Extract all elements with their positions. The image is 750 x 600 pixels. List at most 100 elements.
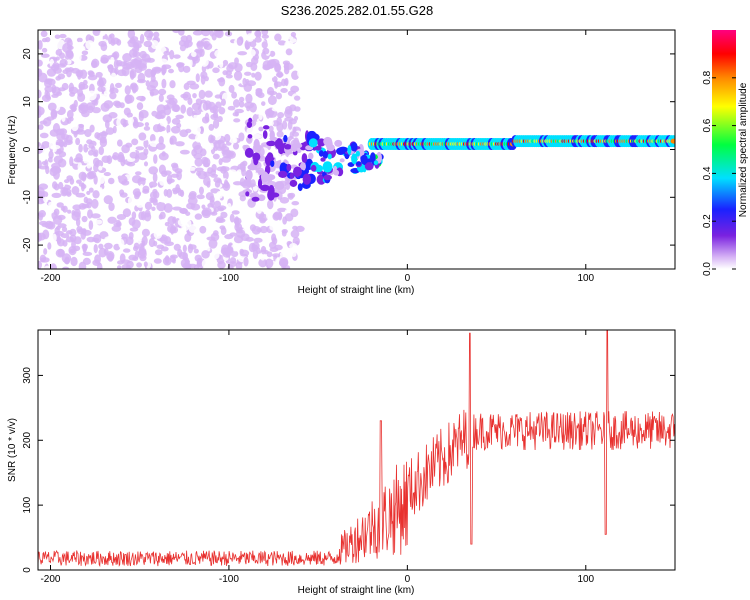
spectrogram-cell [53,67,63,74]
spectrogram-cell [247,164,258,171]
spectrogram-cell [152,124,162,133]
spectrogram-cell [141,235,148,246]
spectrogram-cell [160,126,166,132]
spectrogram-cell [291,201,300,206]
spectrogram-cell [158,152,169,161]
spectrogram-cell [73,157,84,163]
snr-xtick-label: -200 [40,574,60,585]
spectrogram-cell [128,231,134,240]
spectrogram-cell [279,257,289,267]
spectrogram-cell [187,97,193,106]
spectrogram-cell [103,195,113,205]
spectrogram-cell [228,84,235,93]
spectrogram-cell [225,249,231,258]
spectrogram-cell [84,128,92,138]
spectrogram-cell [279,197,290,204]
spectrogram-ytick-label: -20 [22,237,33,252]
spectrogram-cell [52,62,60,69]
spectrogram-cell [98,146,105,156]
spectrogram-cell [201,259,210,269]
spectrogram-cell [68,245,77,256]
spectrogram-cell [232,142,240,150]
spectrogram-cell [38,199,44,205]
spectrogram-cell [206,236,216,241]
spectrogram-cell [211,84,221,90]
snr-ylabel: SNR (10 * v/v) [7,418,18,482]
snr-xtick-label: -100 [219,574,239,585]
spectrogram-cell [76,41,83,52]
spectrogram-cell [133,233,143,240]
colorbar-tick-label: 0.6 [702,118,713,132]
spectrogram-cell [274,33,282,42]
snr-series-line [38,330,675,568]
spectrogram-cell [202,101,209,111]
spectrogram-cell [98,165,103,171]
spectrogram-cell [108,177,115,185]
spectrogram-cell [172,104,181,113]
spectrogram-cell [182,65,191,73]
spectrogram-cell [112,152,119,161]
spectrogram-cell [94,254,101,265]
spectrogram-cell [103,172,111,177]
colorbar-ticks: 0.0 0.2 0.4 0.6 0.8 [702,70,736,276]
spectrogram-cell [57,73,66,80]
spectrogram-cell [168,97,178,106]
spectrogram-cell [137,152,148,161]
spectrogram-cell [62,205,68,213]
spectrogram-cell [287,193,294,200]
spectrogram-cell [163,188,168,197]
spectrogram-cell [193,114,202,120]
spectrogram-cell [369,152,376,164]
spectrogram-cell [191,102,201,111]
spectrogram-cell [122,53,132,63]
spectrogram-cell [104,236,115,242]
spectrogram-cell [81,215,88,223]
spectrogram-cell [308,152,314,160]
spectrogram-cell [270,192,280,198]
spectrogram-cell [148,32,153,39]
spectrogram-cell [252,152,261,162]
spectrogram-cell [75,217,81,227]
spectrogram-cell [195,134,202,143]
spectrogram-cell [334,139,343,147]
spectrogram-cell [155,142,166,151]
spectrogram-cell [284,77,289,87]
spectrogram-cell [40,53,50,58]
spectrogram-cell [216,166,226,172]
spectrogram-cell [46,116,55,121]
spectrogram-cell [249,49,256,57]
spectrogram-cell [244,147,254,158]
spectrogram-cell [126,260,134,269]
spectrogram-cell [121,233,128,239]
spectrogram-cell [39,132,49,139]
spectrogram-cell [268,73,275,78]
spectrogram-cell [318,150,324,157]
spectrogram-cell [126,161,136,167]
spectrogram-cell [77,32,84,38]
spectrogram-cell [283,134,288,143]
spectrogram-cell [107,64,114,73]
spectrogram-cell [269,130,275,140]
spectrogram-cell [89,124,95,133]
spectrogram-cell [69,234,77,242]
spectrogram-cell [132,120,139,129]
spectrogram-cell [320,157,326,162]
spectrogram-cell [38,160,42,169]
spectrogram-cell [269,223,280,232]
spectrogram-cell [334,169,340,176]
spectrogram-cell [232,99,241,108]
spectrogram-cell [238,132,245,142]
snr-panel: -200 -100 0 100 0 100 200 300 Height of straigh… [7,329,676,596]
spectrogram-cell [166,188,173,198]
spectrogram-cell [247,134,253,139]
spectrogram-cell [245,169,253,181]
spectrogram-cell [38,39,43,50]
spectrogram-cell [245,191,250,197]
spectrogram-cell [118,239,125,249]
spectrogram-cell [57,248,65,257]
spectrogram-cell [237,51,248,56]
spectrogram-cell [38,89,42,99]
spectrogram-cell [97,86,106,92]
